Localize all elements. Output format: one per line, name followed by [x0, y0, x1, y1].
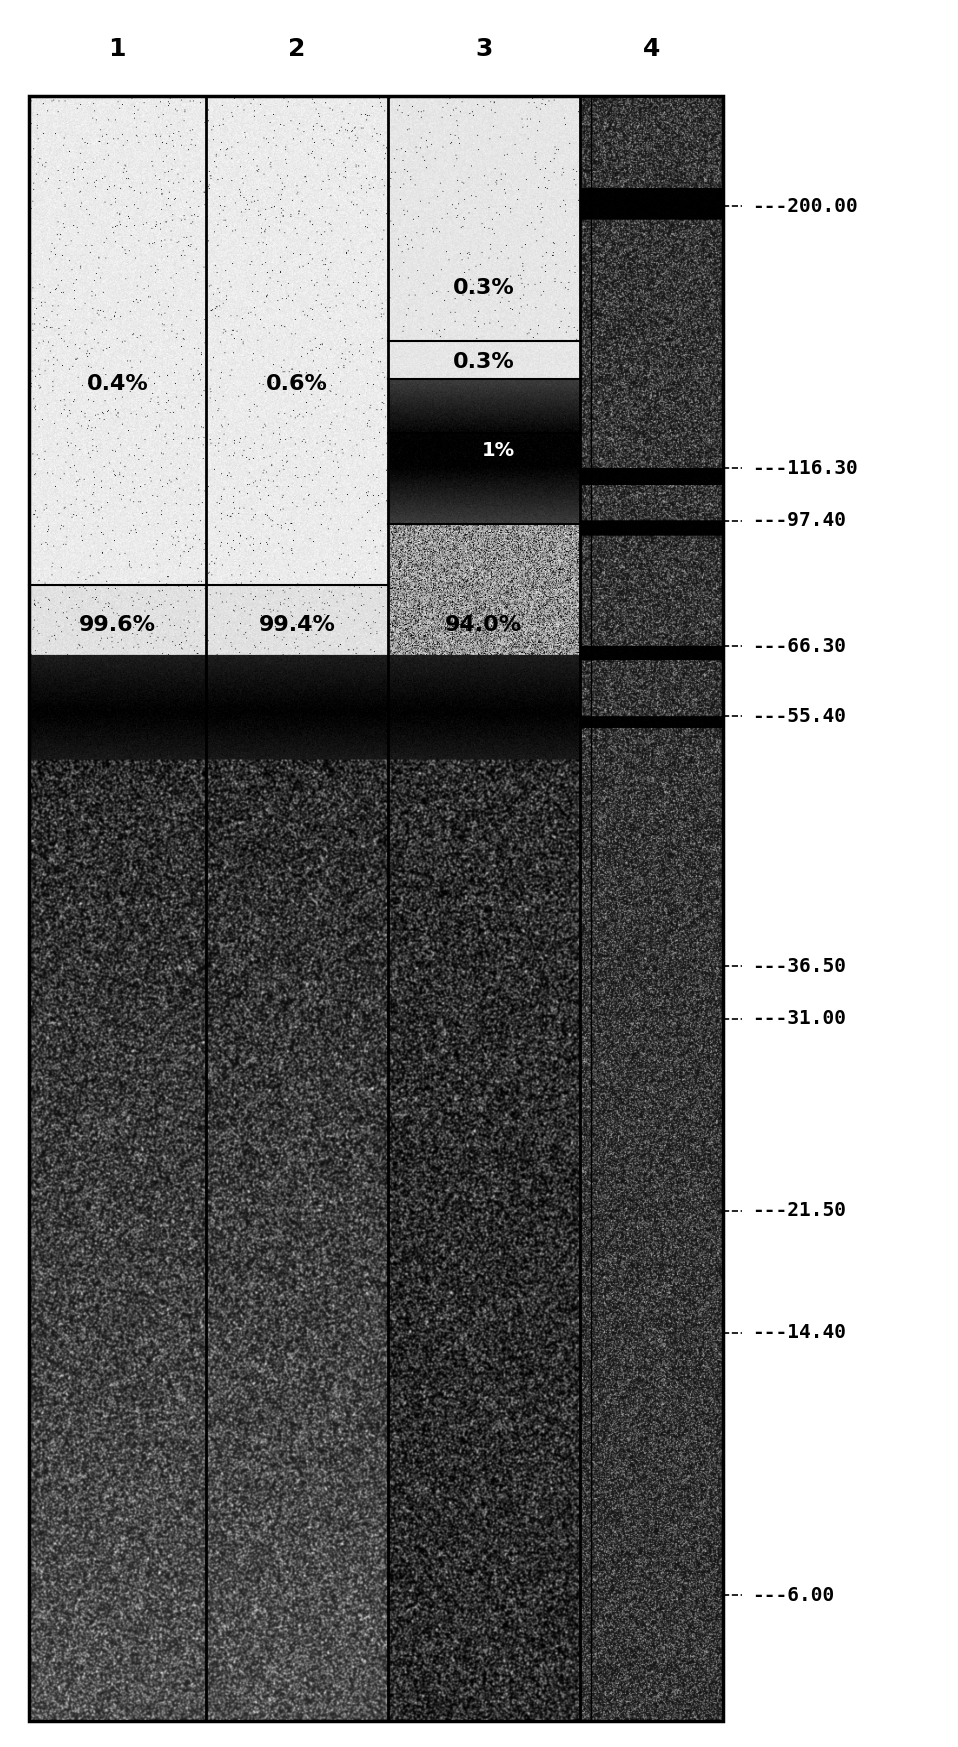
Text: 0.6%: 0.6% [266, 374, 328, 395]
Text: 99.4%: 99.4% [259, 615, 335, 636]
Text: ---200.00: ---200.00 [752, 197, 857, 215]
Text: 0.3%: 0.3% [453, 278, 514, 299]
Text: ---55.40: ---55.40 [752, 708, 846, 725]
Text: ---66.30: ---66.30 [752, 638, 846, 655]
Text: ---116.30: ---116.30 [752, 459, 857, 477]
Text: ---97.40: ---97.40 [752, 512, 846, 529]
Text: 1: 1 [108, 37, 126, 61]
Text: 0.4%: 0.4% [86, 374, 148, 395]
Text: 4: 4 [643, 37, 660, 61]
Text: ---6.00: ---6.00 [752, 1586, 834, 1604]
Text: ---14.40: ---14.40 [752, 1324, 846, 1342]
Text: ---21.50: ---21.50 [752, 1202, 846, 1219]
Text: 99.6%: 99.6% [79, 615, 156, 636]
Text: 2: 2 [288, 37, 306, 61]
Text: 1%: 1% [482, 442, 514, 459]
Text: ---31.00: ---31.00 [752, 1010, 846, 1027]
Text: ---36.50: ---36.50 [752, 957, 846, 975]
Text: 94.0%: 94.0% [445, 615, 522, 636]
Text: 3: 3 [475, 37, 492, 61]
Text: 0.3%: 0.3% [453, 351, 514, 372]
Bar [29, 96, 723, 1721]
